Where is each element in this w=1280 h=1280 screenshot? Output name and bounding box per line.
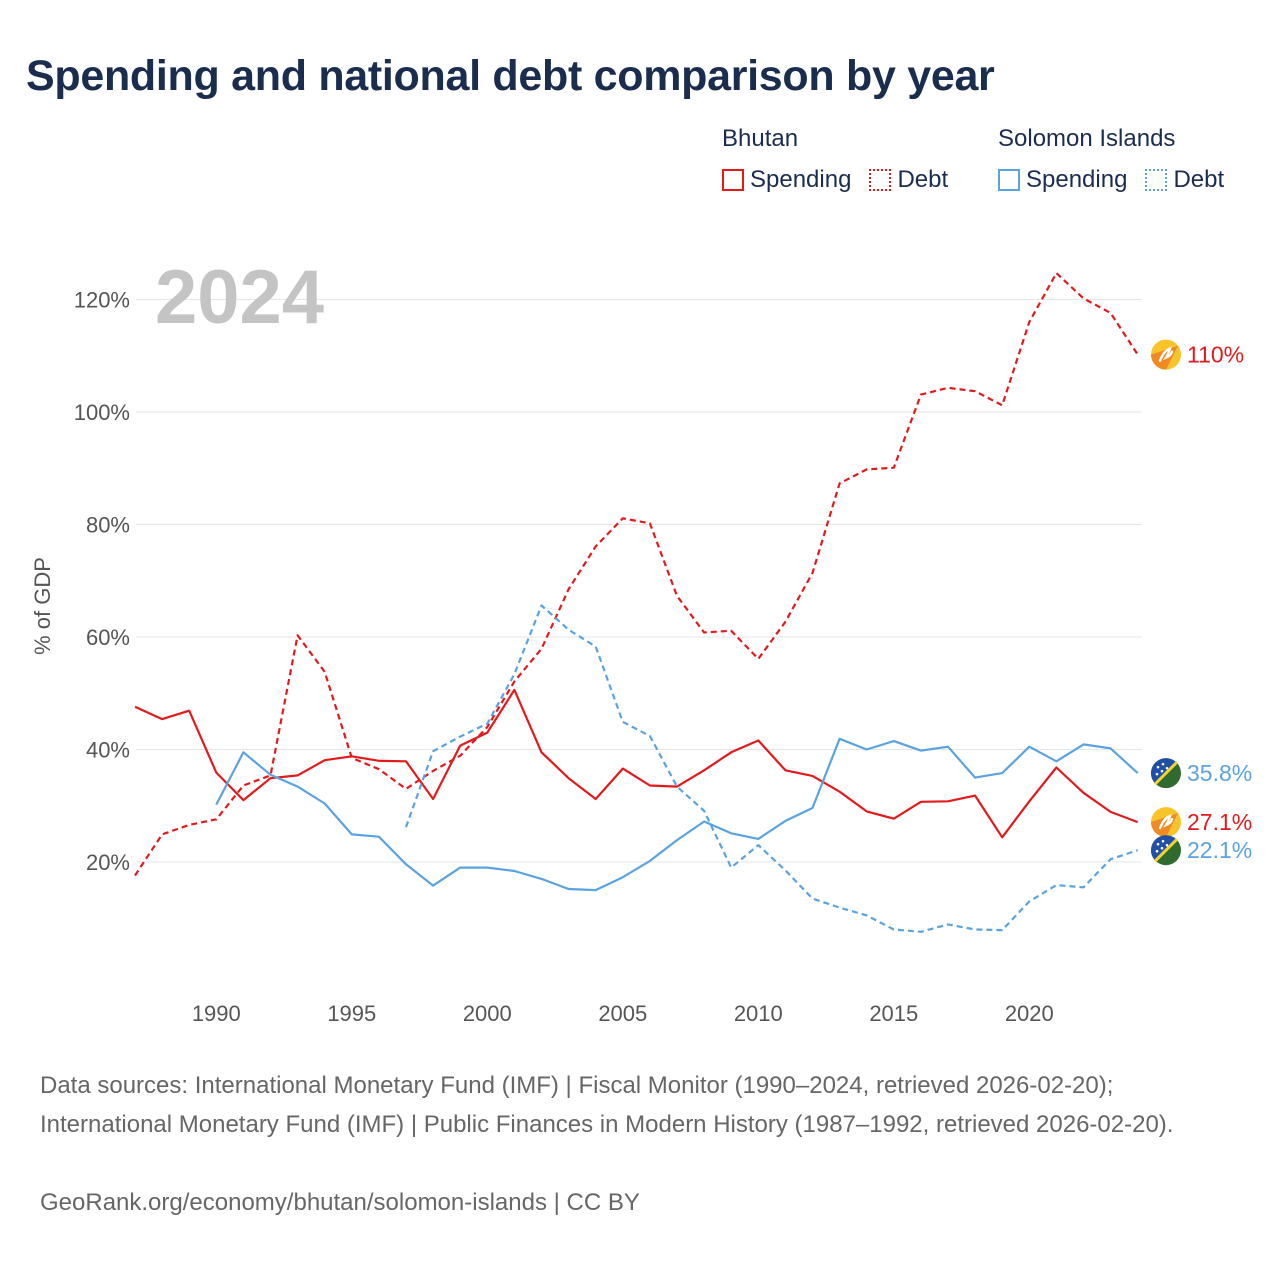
dragon-icon bbox=[1158, 814, 1174, 830]
y-tick-label: 20% bbox=[86, 850, 130, 875]
series-lines bbox=[134, 272, 1139, 933]
dotted-line-swatch-icon bbox=[1145, 169, 1168, 191]
x-tick-label: 2000 bbox=[463, 1001, 512, 1026]
y-tick-label: 60% bbox=[86, 625, 130, 650]
star-icon bbox=[1160, 846, 1164, 850]
end-labels: 110% 35.8% 27.1%22.1% bbox=[1151, 339, 1252, 866]
end-value-label: 22.1% bbox=[1187, 837, 1252, 863]
solid-line-swatch-icon bbox=[998, 169, 1020, 191]
y-tick-label: 100% bbox=[74, 400, 130, 425]
gridlines bbox=[136, 299, 1142, 863]
end-label: 22.1% bbox=[1151, 835, 1252, 866]
star-icon bbox=[1156, 765, 1160, 769]
x-tick-label: 2005 bbox=[598, 1001, 647, 1026]
chart-title: Spending and national debt comparison by… bbox=[26, 52, 995, 100]
flag-stripe bbox=[1153, 761, 1179, 786]
x-tick-label: 2015 bbox=[869, 1001, 918, 1026]
y-axis: 20% 40% 60% 80% 100% 120% bbox=[74, 288, 130, 876]
star-icon bbox=[1165, 766, 1169, 770]
star-icon bbox=[1156, 842, 1160, 846]
x-tick-label: 2010 bbox=[734, 1001, 783, 1026]
solomon-islands-flag-icon bbox=[1151, 758, 1176, 785]
y-axis-title: % of GDP bbox=[30, 557, 55, 655]
x-tick-label: 2020 bbox=[1005, 1001, 1054, 1026]
end-value-label: 35.8% bbox=[1187, 760, 1252, 786]
star-icon bbox=[1160, 769, 1164, 773]
x-tick-label: 1990 bbox=[192, 1001, 241, 1026]
legend-item-bhutan-spending[interactable]: Spending bbox=[722, 166, 851, 194]
legend-group-name: Bhutan bbox=[722, 125, 799, 152]
legend-group-solomon-islands: Solomon Islands Spending Debt bbox=[998, 124, 1224, 194]
dragon-icon bbox=[1158, 346, 1174, 362]
legend-item-solomon-spending[interactable]: Spending bbox=[998, 166, 1127, 194]
line-chart: 2024 20% 40% 60% 80% 100% 120% 1990 1995 2000 20… bbox=[30, 255, 1252, 1026]
legend-item-solomon-debt[interactable]: Debt bbox=[1145, 166, 1224, 194]
dotted-line-swatch-icon bbox=[869, 169, 892, 191]
end-value-label: 27.1% bbox=[1187, 809, 1252, 835]
line-bhutan-debt bbox=[134, 272, 1139, 877]
line-bhutan-spending bbox=[134, 688, 1139, 839]
x-axis: 1990 1995 2000 2005 2010 2015 2020 bbox=[192, 1001, 1054, 1026]
y-tick-label: 80% bbox=[86, 513, 130, 538]
end-label: 110% bbox=[1151, 339, 1244, 370]
legend-group-name: Solomon Islands bbox=[998, 125, 1176, 152]
legend-label: Spending bbox=[750, 166, 852, 193]
legend-label: Debt bbox=[897, 166, 949, 193]
legend-group-bhutan: Bhutan Spending Debt bbox=[722, 124, 966, 194]
solomon-islands-flag-icon bbox=[1151, 835, 1176, 862]
line-solomon-islands-debt bbox=[404, 604, 1139, 933]
y-tick-label: 40% bbox=[86, 738, 130, 763]
star-icon bbox=[1155, 772, 1159, 776]
end-label: 35.8% bbox=[1151, 758, 1252, 789]
flag-stripe bbox=[1153, 838, 1179, 863]
credit-link[interactable]: GeoRank.org/economy/bhutan/solomon-islan… bbox=[40, 1189, 640, 1216]
legend-label: Debt bbox=[1173, 166, 1225, 193]
star-icon bbox=[1161, 762, 1165, 766]
end-value-label: 110% bbox=[1187, 342, 1244, 368]
legend-label: Spending bbox=[1026, 166, 1128, 193]
year-watermark: 2024 bbox=[155, 255, 324, 340]
sources-text: Data sources: International Monetary Fun… bbox=[40, 1072, 1174, 1138]
star-icon bbox=[1165, 843, 1169, 847]
star-icon bbox=[1155, 849, 1159, 853]
data-sources: Data sources: International Monetary Fun… bbox=[40, 1066, 1240, 1144]
solid-line-swatch-icon bbox=[722, 169, 744, 191]
line-solomon-islands-spending bbox=[215, 737, 1139, 892]
legend-item-bhutan-debt[interactable]: Debt bbox=[869, 166, 948, 194]
end-label: 27.1% bbox=[1151, 807, 1252, 838]
y-tick-label: 120% bbox=[74, 288, 130, 313]
star-icon bbox=[1161, 839, 1165, 843]
x-tick-label: 1995 bbox=[327, 1001, 376, 1026]
